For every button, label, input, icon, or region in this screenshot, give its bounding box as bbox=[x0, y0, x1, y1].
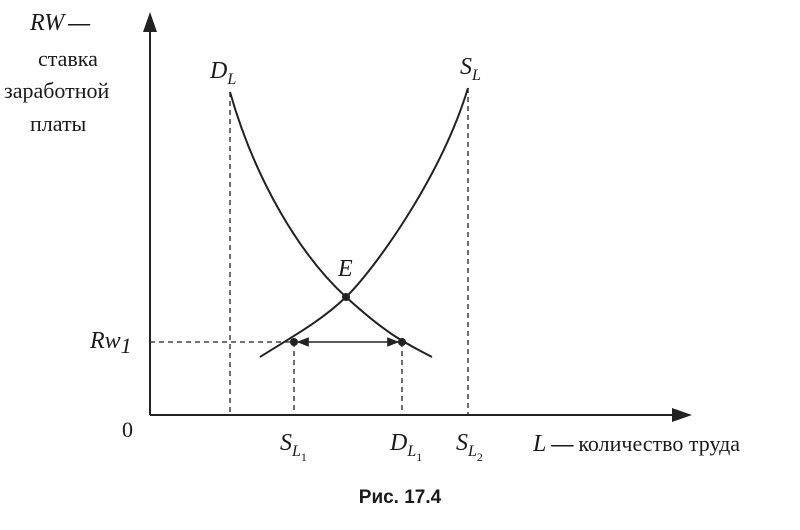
subsub: 1 bbox=[301, 450, 307, 464]
sub: 1 bbox=[121, 333, 132, 358]
subsub: 2 bbox=[477, 450, 483, 464]
sub: L bbox=[467, 443, 477, 460]
point bbox=[290, 338, 298, 346]
sub: L bbox=[226, 71, 236, 88]
main: S bbox=[456, 430, 468, 456]
y-label-line: заработной bbox=[4, 78, 110, 103]
equilibrium-label: E bbox=[337, 256, 353, 282]
rate-label: Rw1 bbox=[89, 328, 132, 358]
y-label-line: ставка bbox=[38, 46, 98, 71]
subsub: 1 bbox=[416, 450, 422, 464]
x-mark-label: DL1 bbox=[389, 430, 422, 464]
y-arrow bbox=[143, 12, 157, 32]
main: D bbox=[389, 430, 407, 456]
supply-curve bbox=[259, 87, 469, 358]
caption: Рис. 17.4 bbox=[359, 487, 442, 508]
point bbox=[342, 293, 350, 301]
x-symbol: L bbox=[532, 431, 546, 457]
y-symbol: RW bbox=[29, 10, 66, 36]
main: S bbox=[460, 54, 472, 80]
main: D bbox=[209, 58, 227, 84]
y-label-line: платы bbox=[30, 111, 87, 136]
supply-label: SL bbox=[460, 54, 481, 84]
origin-label: 0 bbox=[122, 417, 133, 442]
x-label: L — количество труда bbox=[532, 431, 740, 457]
demand-curve bbox=[229, 91, 433, 358]
y-label: RW — bbox=[29, 10, 90, 36]
y-dash: — bbox=[67, 10, 90, 35]
x-arrow bbox=[672, 408, 692, 422]
main: S bbox=[280, 430, 292, 456]
demand-label: DL bbox=[209, 58, 236, 88]
point bbox=[398, 338, 406, 346]
sub: L bbox=[291, 443, 301, 460]
main: Rw bbox=[89, 328, 121, 354]
sub: L bbox=[406, 443, 416, 460]
x-text: количество труда bbox=[578, 431, 740, 456]
x-mark-label: SL1 bbox=[280, 430, 307, 464]
x-dash: — bbox=[550, 431, 574, 456]
x-mark-label: SL2 bbox=[456, 430, 483, 464]
sub: L bbox=[471, 67, 481, 84]
